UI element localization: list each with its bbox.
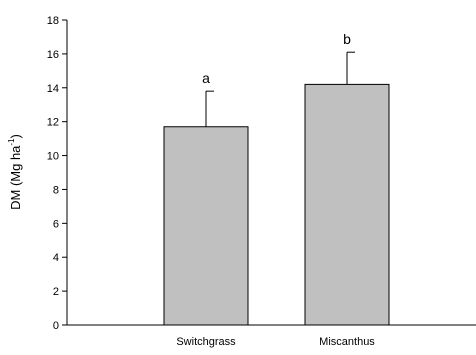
y-tick-label-6: 6 [53,218,59,230]
bar-miscanthus [305,84,389,325]
y-axis-label-main: DM (Mg ha [8,145,23,210]
y-tick-label-16: 16 [47,49,59,61]
y-tick-label-0: 0 [53,320,59,332]
significance-letter-miscanthus: b [343,31,351,47]
significance-letter-switchgrass: a [202,70,210,86]
y-tick-label-12: 12 [47,117,59,129]
x-tick-labels: Switchgrass Miscanthus [176,336,375,348]
axes [67,20,476,325]
bars: ab [164,31,389,325]
y-tick-label-8: 8 [53,184,59,196]
y-tick-label-10: 10 [47,151,59,163]
x-tick-label-miscanthus: Miscanthus [319,336,375,348]
y-tick-label-4: 4 [53,252,59,264]
y-ticks: 0 2 4 6 8 10 12 14 16 18 [47,15,67,332]
y-tick-label-14: 14 [47,83,59,95]
y-axis-label-close: ) [8,134,23,138]
y-tick-label-18: 18 [47,15,59,27]
x-tick-label-switchgrass: Switchgrass [176,336,236,348]
y-axis-label: DM (Mg ha-1) [7,134,23,210]
bar-switchgrass [164,127,248,325]
y-tick-label-2: 2 [53,286,59,298]
